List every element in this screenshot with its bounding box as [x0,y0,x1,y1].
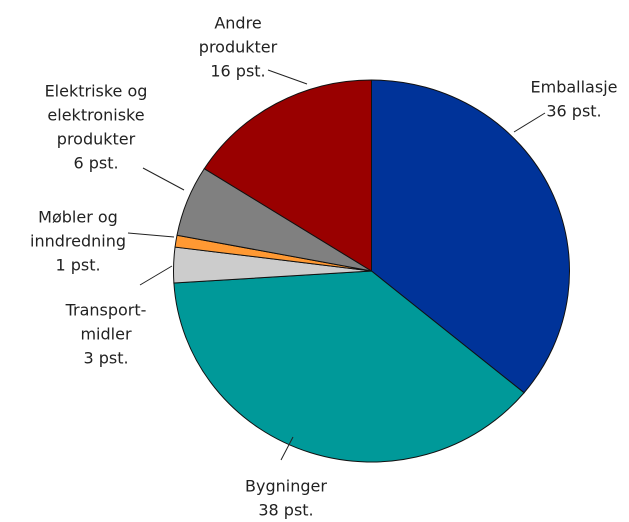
slice-label: Bygninger [245,477,327,496]
slice-label: Elektriske og [45,82,148,101]
value-label: 16 pst. [210,62,265,81]
value-label: 38 pst. [258,501,313,520]
leader-line [139,265,173,286]
pie-slice [173,270,525,463]
slice-label: Møbler og [38,208,118,227]
slice-label: Transport- [65,301,147,320]
slice-label: Emballasje [531,78,618,97]
leader-line [127,232,175,238]
leader-line [280,436,294,461]
slice-label: inndredning [30,232,126,251]
leader-line [513,112,546,133]
leader-line [142,167,185,191]
slice-label: midler [80,325,131,344]
slice-label: elektroniske [47,106,144,125]
slice-label: produkter [57,130,136,149]
leader-line [267,69,308,85]
pie-slice [371,79,570,394]
value-label: 36 pst. [546,102,601,121]
value-label: 1 pst. [55,256,100,275]
value-label: 6 pst. [73,154,118,173]
slice-label: Andre [214,14,261,33]
slice-label: produkter [199,38,278,57]
pie-slice [203,79,372,272]
value-label: 3 pst. [83,349,128,368]
